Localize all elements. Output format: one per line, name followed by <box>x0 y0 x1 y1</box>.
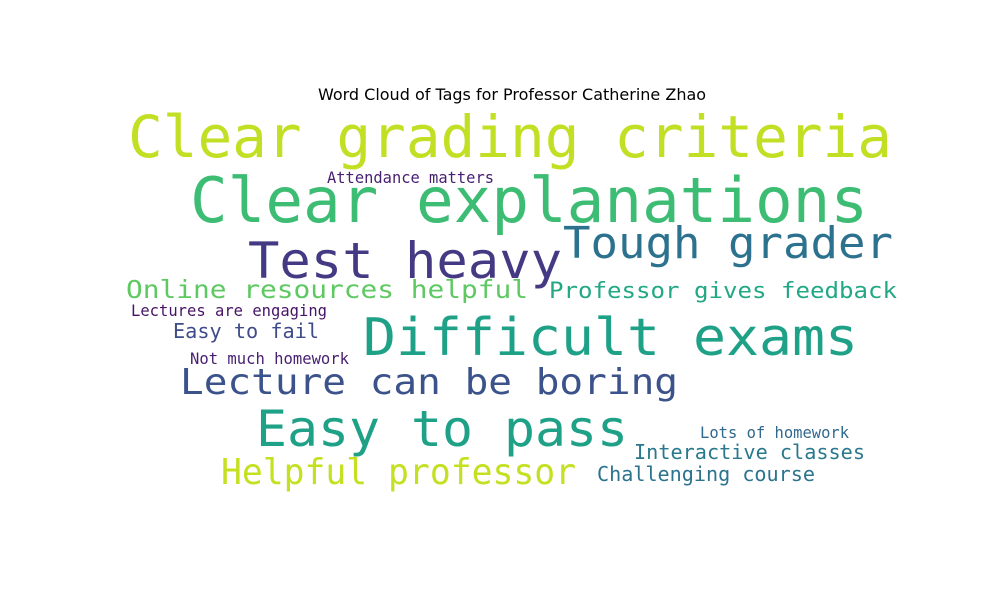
word-online-resources-helpful: Online resources helpful <box>126 275 528 304</box>
word-lectures-are-engaging: Lectures are engaging <box>131 301 327 320</box>
chart-title: Word Cloud of Tags for Professor Catheri… <box>317 85 707 104</box>
word-tough-grader: Tough grader <box>563 218 893 269</box>
word-not-much-homework: Not much homework <box>190 349 349 368</box>
word-attendance-matters: Attendance matters <box>327 168 494 187</box>
word-lecture-can-be-boring: Lecture can be boring <box>180 362 678 403</box>
word-difficult-exams: Difficult exams <box>363 308 858 368</box>
word-lots-of-homework: Lots of homework <box>700 423 849 442</box>
word-clear-grading-criteria: Clear grading criteria <box>128 103 892 171</box>
word-easy-to-pass: Easy to pass <box>256 400 628 458</box>
word-clear-explanations: Clear explanations <box>190 164 868 237</box>
word-helpful-professor: Helpful professor <box>221 452 576 493</box>
word-challenging-course: Challenging course <box>597 462 815 486</box>
word-professor-gives-feedback: Professor gives feedback <box>549 279 897 304</box>
word-test-heavy: Test heavy <box>248 232 562 290</box>
word-easy-to-fail: Easy to fail <box>173 319 319 343</box>
word-interactive-classes: Interactive classes <box>634 440 865 464</box>
